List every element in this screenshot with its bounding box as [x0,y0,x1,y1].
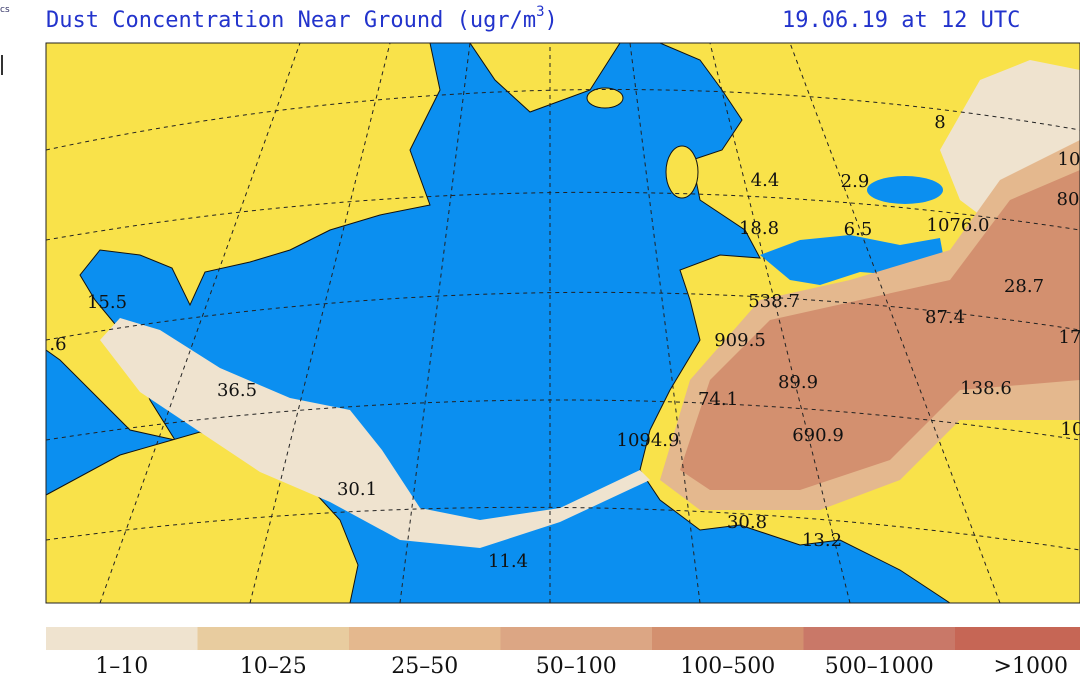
dust-plume [100,318,650,548]
longitude-line [789,43,1001,603]
longitude-line [709,43,851,603]
greenland [469,43,621,113]
map-frame [45,42,1080,604]
legend-label: 100–500 [680,654,775,679]
black-sea [867,176,943,204]
map-label: 15.5 [87,292,127,313]
map-label: 909.5 [714,330,766,351]
latitude-line [46,89,1080,151]
legend-swatch [197,627,349,650]
map-label: 10 [1061,419,1080,440]
map-label: 13.2 [802,530,842,551]
legend-label: 10–25 [240,654,307,679]
map-label: 74.1 [698,389,738,410]
map-label: 6.5 [844,219,873,240]
longitude-line [399,43,471,603]
map-label: 1094.9 [617,430,680,451]
map-label: 11.4 [488,551,528,572]
longitude-line [99,43,301,603]
map-label: 1076.0 [927,215,990,236]
map-label: .6 [49,334,66,355]
legend: 1–10 10–25 25–50 50–100 100–500 500–1000 >1000 [46,627,1080,679]
dust-heavy [680,170,1080,490]
date: 19.06.19 at 12 UTC [782,8,1020,33]
legend-label: 25–50 [391,654,458,679]
legend-label: 500–1000 [825,654,934,679]
title-main: Dust Concentration Near Ground (ugr/m [46,8,536,33]
legend-label: >1000 [994,654,1068,679]
legend-swatch [349,627,501,650]
latitude-line [46,291,1080,341]
map-label: 2.9 [841,171,870,192]
map-label: 17 [1059,327,1080,348]
longitude-line [249,43,391,603]
british-isles [665,145,699,199]
north-america [46,43,441,441]
legend-label: 1–10 [95,654,148,679]
title: Dust Concentration Near Ground (ugr/m3) [46,4,558,33]
map-label: 138.6 [960,378,1012,399]
map-label: 4.4 [751,170,780,191]
map-label: 18.8 [739,218,779,239]
map-label: 538.7 [748,291,800,312]
legend-swatch [803,627,955,650]
map: 15.5 .6 36.5 30.1 11.4 538.7 909.5 89.9 74.1 1094… [46,43,1080,603]
map-label: 36.5 [217,380,257,401]
legend-swatch [500,627,652,650]
latitude-line [46,399,1080,441]
map-label: 89.9 [778,372,818,393]
map-label: 28.7 [1004,276,1044,297]
title-close: ) [545,8,558,33]
legend-swatch [955,627,1080,650]
title-sup: 3 [536,4,544,20]
map-label: 87.4 [925,307,965,328]
graticule [46,43,1080,603]
latitude-line [46,191,1080,241]
side-text: cs [0,5,10,15]
legend-swatch [46,627,198,650]
map-labels: 15.5 .6 36.5 30.1 11.4 538.7 909.5 89.9 74.1 1094… [49,112,1080,572]
iceland [586,87,624,109]
legend-swatch [652,627,804,650]
legend-label: 50–100 [536,654,617,679]
map-label: 80 [1057,189,1080,210]
map-label: 690.9 [792,425,844,446]
map-label: 10 [1058,149,1080,170]
map-label: 8 [934,112,945,133]
longitude-line [629,43,701,603]
map-label: 30.1 [337,479,377,500]
map-label: 30.8 [727,512,767,533]
